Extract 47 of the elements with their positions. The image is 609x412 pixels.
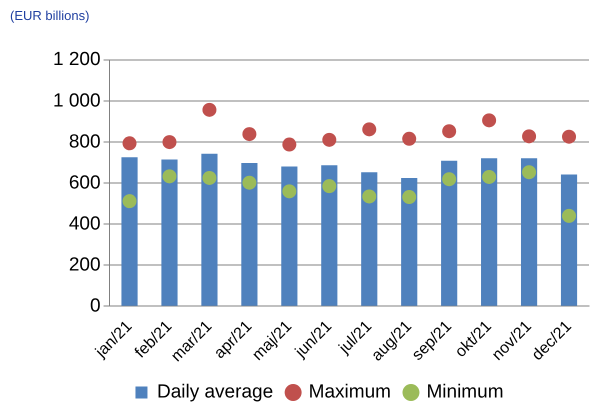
bar: [520, 158, 538, 306]
point: [522, 165, 536, 180]
point: [402, 190, 416, 204]
point: [402, 132, 416, 146]
point: [282, 184, 296, 198]
y-tick-label: 1 200: [53, 49, 101, 70]
point: [362, 122, 376, 136]
point: [362, 189, 376, 204]
point: [162, 135, 176, 150]
y-tick-label: 0: [90, 295, 101, 316]
bar: [560, 174, 578, 306]
point: [202, 170, 216, 185]
bar: [281, 166, 298, 306]
point: [122, 194, 137, 208]
point: [322, 132, 336, 147]
y-tick-label: 1 000: [53, 90, 101, 112]
y-tick-label: 400: [68, 213, 101, 234]
point: [562, 130, 576, 144]
bar: [481, 158, 498, 306]
legend-label: Maximum: [308, 382, 391, 403]
bar: [401, 178, 418, 306]
point: [442, 172, 456, 186]
point: [442, 124, 456, 138]
point: [482, 113, 496, 128]
point: [122, 136, 137, 150]
point: [522, 129, 536, 144]
point: [482, 170, 496, 184]
point: [162, 169, 176, 184]
y-axis-title: (EUR billions): [10, 8, 90, 23]
bar: [241, 163, 258, 306]
point: [282, 138, 296, 152]
y-tick-label: 200: [68, 254, 101, 276]
y-tick-label: 800: [68, 131, 101, 152]
bar: [441, 160, 458, 306]
bar: [121, 157, 138, 306]
bar: [161, 160, 178, 306]
bar: [321, 165, 338, 306]
bar: [201, 154, 218, 306]
point: [562, 208, 576, 223]
point: [242, 176, 256, 190]
point: [202, 102, 216, 117]
legend-label: Daily average: [156, 382, 274, 403]
point: [242, 127, 256, 142]
y-tick-label: 600: [68, 172, 101, 194]
legend-label: Minimum: [426, 382, 504, 403]
bar: [361, 172, 378, 306]
point: [322, 179, 336, 194]
